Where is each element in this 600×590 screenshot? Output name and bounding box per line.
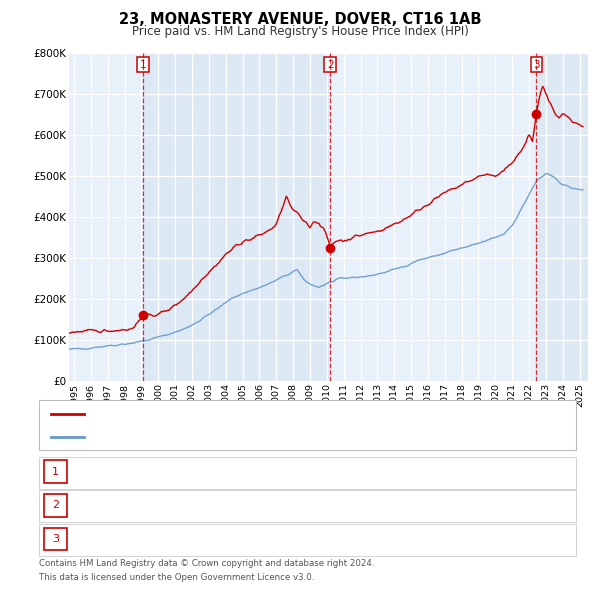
- Text: 53% ↑ HPI: 53% ↑ HPI: [430, 467, 488, 477]
- Text: 23, MONASTERY AVENUE, DOVER, CT16 1AB (detached house): 23, MONASTERY AVENUE, DOVER, CT16 1AB (d…: [90, 408, 415, 418]
- Text: 2: 2: [327, 60, 334, 70]
- Text: 23, MONASTERY AVENUE, DOVER, CT16 1AB: 23, MONASTERY AVENUE, DOVER, CT16 1AB: [119, 12, 481, 27]
- Text: 3: 3: [533, 60, 540, 70]
- Text: HPI: Average price, detached house, Dover: HPI: Average price, detached house, Dove…: [90, 432, 314, 442]
- Bar: [69, 53, 143, 381]
- Bar: [143, 53, 331, 381]
- Text: 1: 1: [139, 60, 146, 70]
- Text: 1: 1: [52, 467, 59, 477]
- Text: £650,000: £650,000: [295, 534, 347, 544]
- Text: Price paid vs. HM Land Registry's House Price Index (HPI): Price paid vs. HM Land Registry's House …: [131, 25, 469, 38]
- Text: 19-MAR-2010: 19-MAR-2010: [107, 500, 181, 510]
- Text: 3: 3: [52, 534, 59, 544]
- Text: Contains HM Land Registry data © Crown copyright and database right 2024.: Contains HM Land Registry data © Crown c…: [39, 559, 374, 568]
- Text: £159,950: £159,950: [295, 467, 347, 477]
- Text: This data is licensed under the Open Government Licence v3.0.: This data is licensed under the Open Gov…: [39, 573, 314, 582]
- Bar: [536, 53, 588, 381]
- Text: 26% ↑ HPI: 26% ↑ HPI: [429, 500, 489, 510]
- Text: 29-JAN-1999: 29-JAN-1999: [109, 467, 179, 477]
- Text: 37% ↑ HPI: 37% ↑ HPI: [429, 534, 489, 544]
- Bar: [331, 53, 536, 381]
- Text: 07-JUN-2022: 07-JUN-2022: [109, 534, 179, 544]
- Text: 2: 2: [52, 500, 59, 510]
- Text: £325,000: £325,000: [295, 500, 347, 510]
